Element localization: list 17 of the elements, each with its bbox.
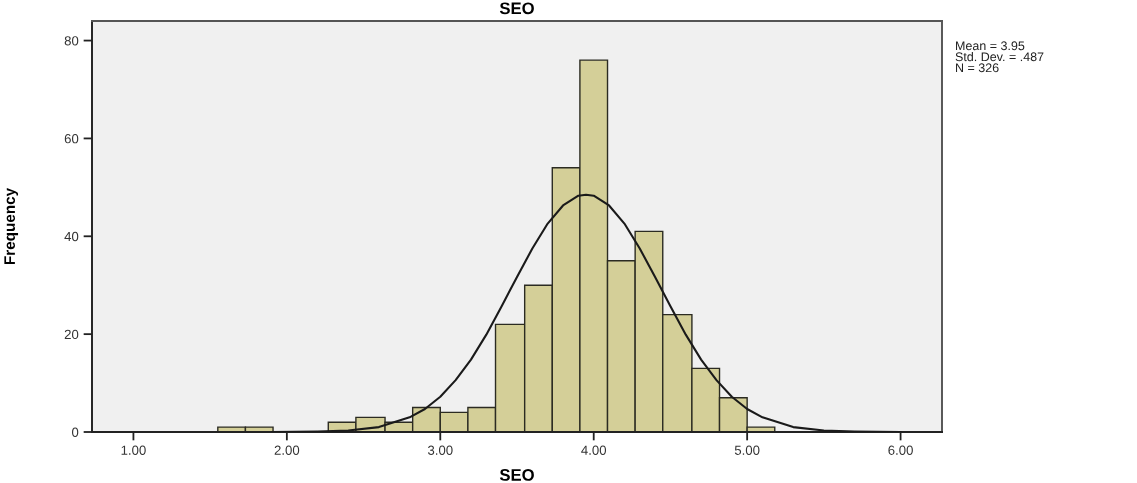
y-axis-title: Frequency [4,187,19,265]
x-tick-label: 5.00 [734,445,760,455]
x-tick-label: 2.00 [274,445,300,455]
x-tick-label: 1.00 [121,445,146,455]
y-tick-label: 20 [64,329,79,340]
text: N = 326 [956,63,999,73]
text: Std. Dev. = .487 [955,52,1044,62]
x-tick-label: 4.00 [581,445,607,455]
x-tick-label: 6.00 [888,445,913,455]
text: Mean = 3.95 [956,41,1025,51]
y-tick-label: 40 [64,231,79,242]
x-axis-title: SEO [499,469,534,481]
x-tick-label: 3.00 [427,445,453,455]
y-tick-label: 80 [64,36,79,46]
y-tick-label: 0 [71,427,79,437]
y-tick-label: 60 [64,134,79,144]
chart-title: SEO [499,2,534,15]
